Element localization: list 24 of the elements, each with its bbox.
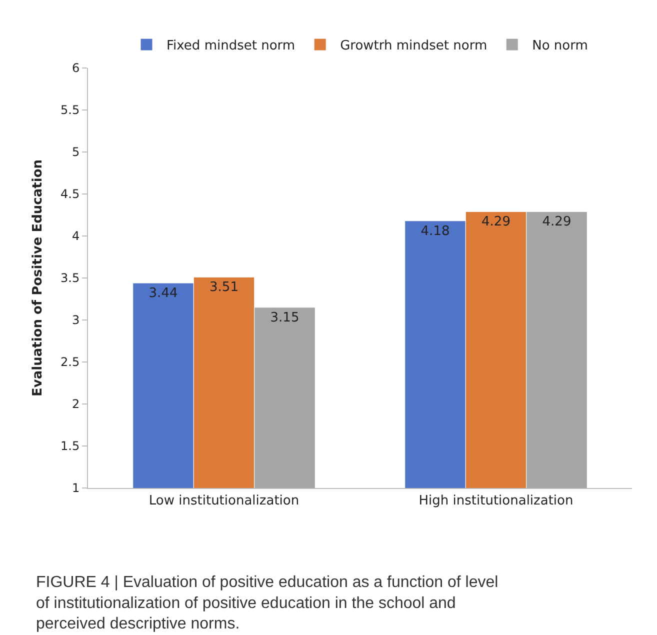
y-tick-label: 1.5 (60, 439, 80, 454)
caption: FIGURE 4 | Evaluation of positive education as a function of level of institutionalization of positive education in the school and perceived descriptive norms. (36, 574, 498, 633)
data-label: 3.44 (148, 286, 178, 302)
data-label: 3.51 (210, 280, 238, 296)
y-tick-label: 5.5 (60, 103, 80, 118)
data-label: 4.29 (542, 214, 572, 230)
legend-label: No norm (532, 38, 588, 54)
data-label: 4.29 (482, 214, 510, 230)
data-label: 4.18 (420, 224, 450, 239)
x-tick-label: Low institutionalization (148, 494, 300, 509)
y-tick-label: 2.5 (60, 355, 80, 370)
legend-label: Fixed mindset norm (166, 38, 296, 54)
y-tick-label: 4 (72, 229, 80, 244)
y-axis-title: Evaluation of Positive Education (30, 159, 46, 397)
y-tick-label: 2 (72, 397, 80, 412)
y-tick-label: 3 (72, 313, 80, 328)
y-tick-label: 3.5 (60, 271, 80, 286)
y-tick-label: 1 (72, 481, 80, 496)
legend-label: Growtrh mindset norm (340, 38, 488, 54)
y-tick-label: 6 (72, 61, 80, 76)
data-label: 3.15 (270, 310, 300, 326)
y-tick-label: 4.5 (60, 187, 80, 202)
x-tick-label: High institutionalization (418, 494, 574, 509)
y-tick-label: 5 (72, 145, 80, 160)
